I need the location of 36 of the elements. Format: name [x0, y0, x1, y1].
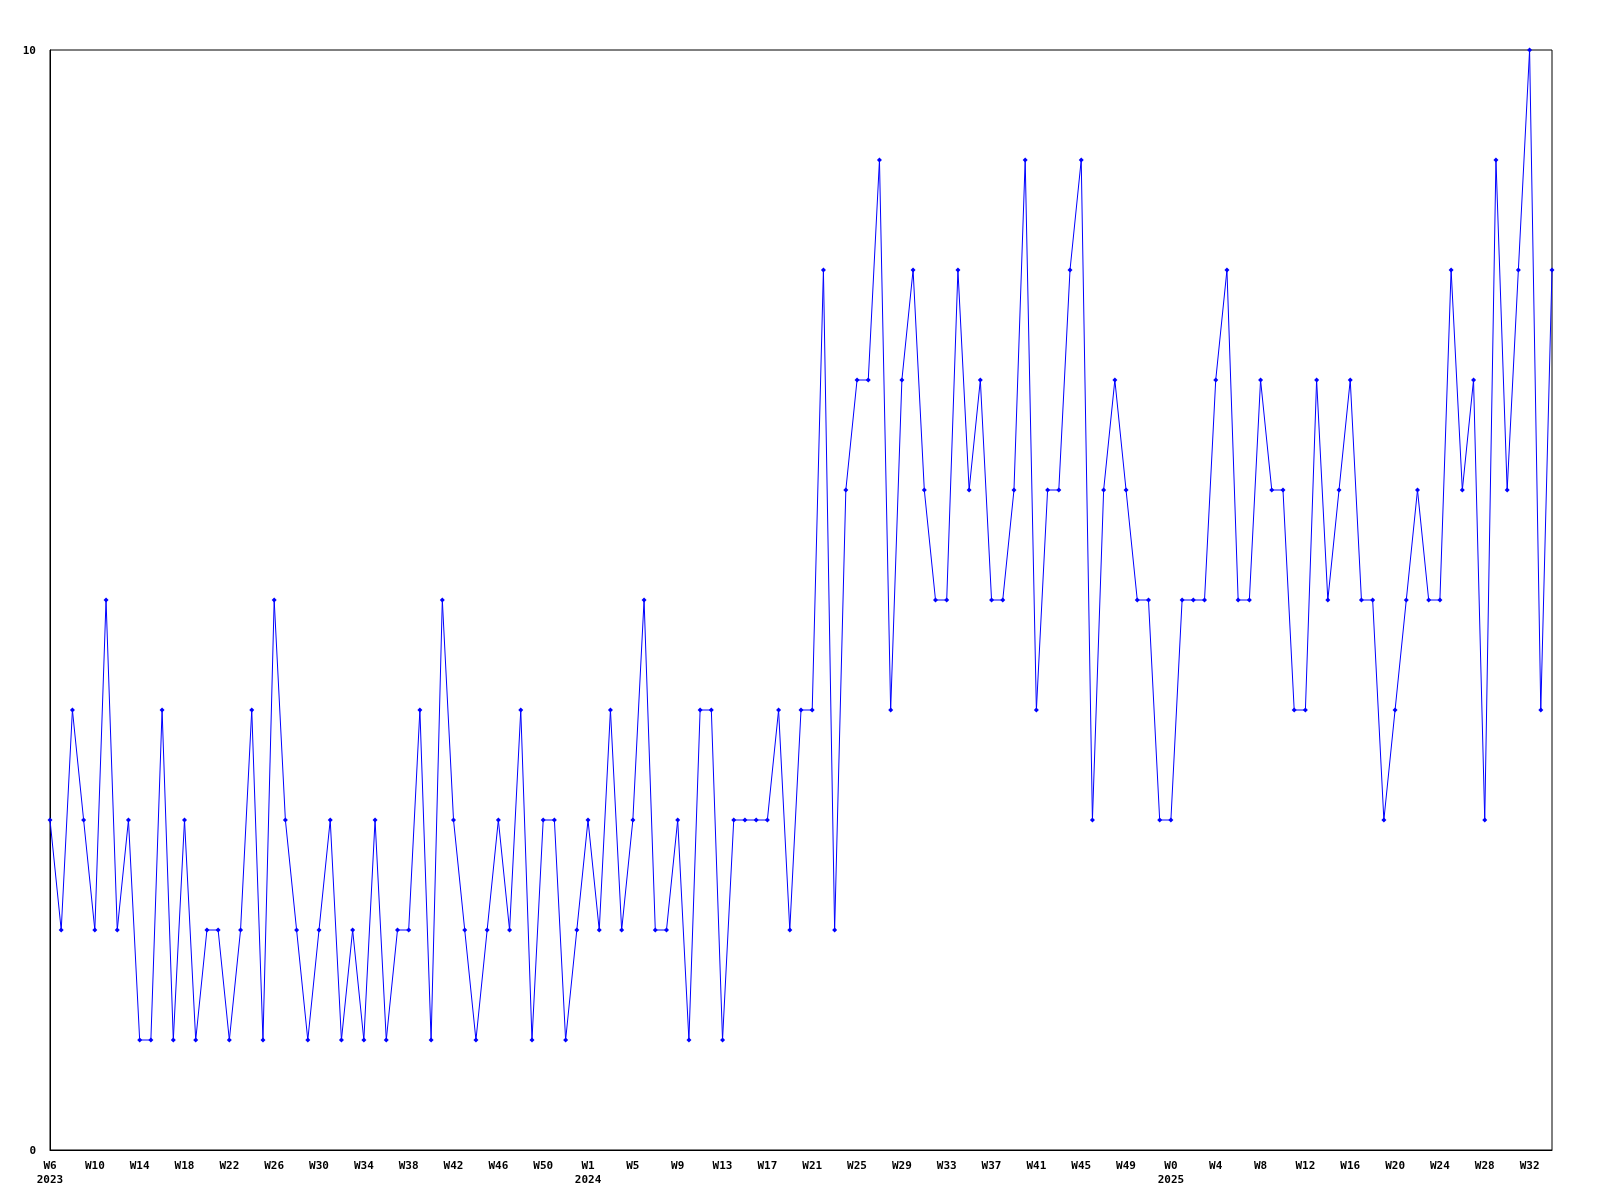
x-tick-label: W21 — [802, 1158, 823, 1172]
y-tick-label: 0 — [29, 1143, 36, 1157]
x-tick-label: W5 — [626, 1158, 640, 1172]
x-tick-label: W34 — [353, 1158, 375, 1172]
x-tick-label: W13 — [712, 1158, 733, 1172]
x-tick-label: W1 2024 — [574, 1158, 602, 1186]
x-tick-label: W25 — [847, 1158, 867, 1172]
x-tick-label: W22 — [219, 1158, 240, 1172]
x-tick-label: W10 — [84, 1158, 105, 1172]
x-tick-label: W16 — [1340, 1158, 1361, 1172]
x-tick-label: W30 — [309, 1158, 329, 1172]
x-tick-label: W4 — [1209, 1158, 1223, 1172]
x-tick-label: W28 — [1474, 1158, 1495, 1172]
x-tick-label: W42 — [443, 1158, 464, 1172]
x-tick-label: W49 — [1116, 1158, 1136, 1172]
x-tick-label: W18 — [174, 1158, 195, 1172]
x-tick-label: W20 — [1385, 1158, 1406, 1172]
x-tick-label: W8 — [1253, 1158, 1268, 1172]
x-tick-label: W9 — [671, 1158, 685, 1172]
x-tick-label: W41 — [1026, 1158, 1047, 1172]
x-tick-label: W6 2023 — [36, 1158, 64, 1186]
x-tick-label: W37 — [981, 1158, 1002, 1172]
x-tick-label: W12 — [1295, 1158, 1316, 1172]
x-tick-label: W26 — [264, 1158, 285, 1172]
x-tick-label: W46 — [488, 1158, 509, 1172]
x-tick-label: W50 — [533, 1158, 554, 1172]
x-tick-label: W17 — [757, 1158, 778, 1172]
y-tick-label: 10 — [22, 43, 36, 57]
x-tick-label: W33 — [936, 1158, 957, 1172]
x-tick-label: W45 — [1071, 1158, 1092, 1172]
x-tick-label: W0 2025 — [1157, 1158, 1185, 1186]
x-tick-label: W24 — [1429, 1158, 1451, 1172]
x-tick-label: W38 — [398, 1158, 419, 1172]
x-tick-label: W14 — [129, 1158, 150, 1172]
x-tick-label: W29 — [891, 1158, 912, 1172]
x-tick-label: W32 — [1519, 1158, 1540, 1172]
